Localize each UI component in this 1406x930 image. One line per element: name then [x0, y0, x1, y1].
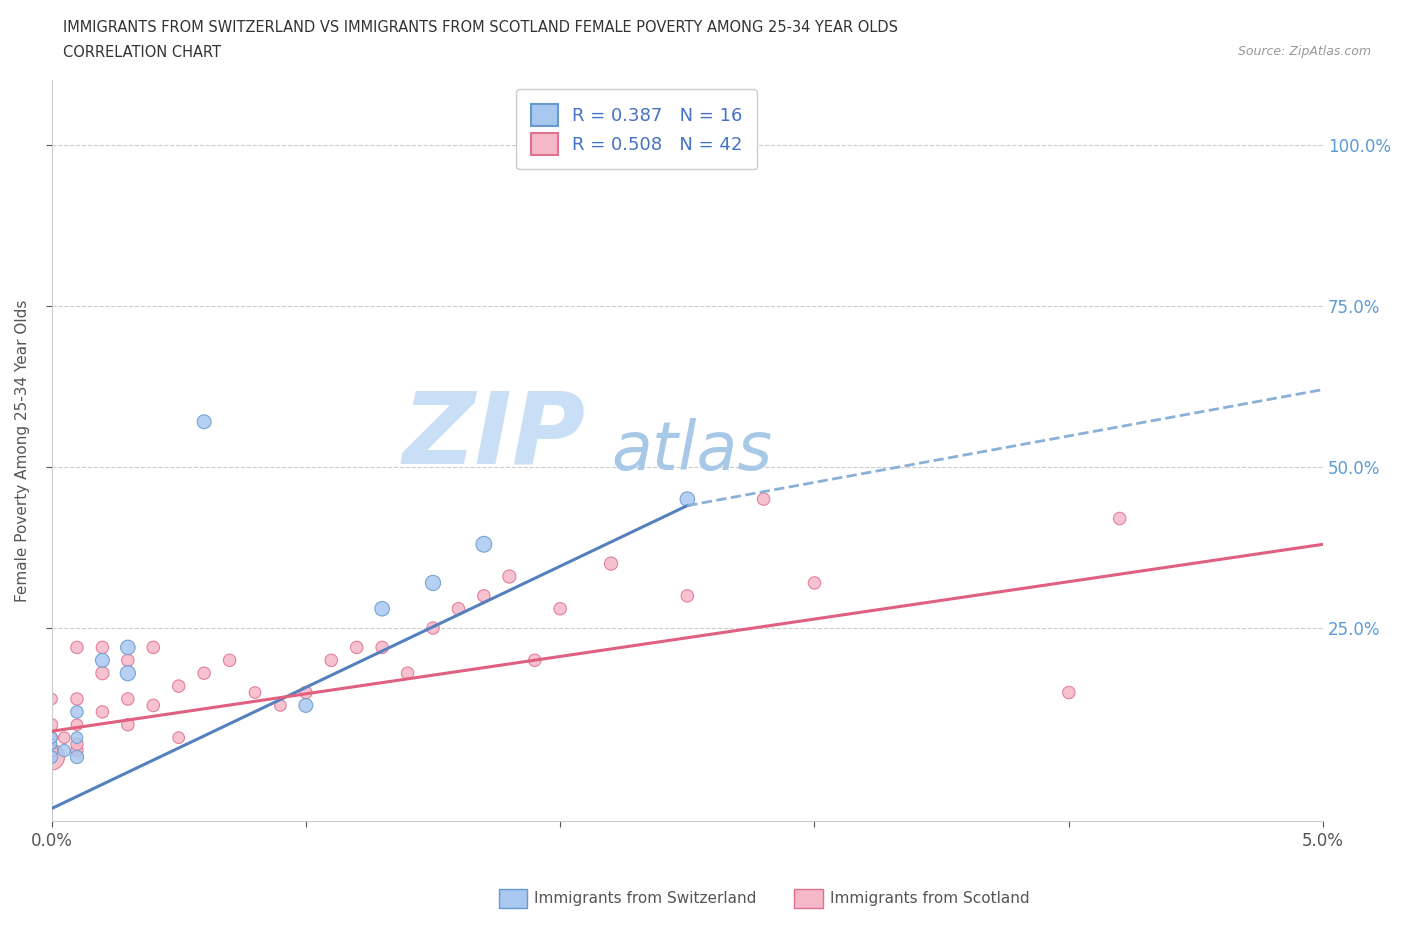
- Point: [41, 692, 63, 707]
- Point: [41, 743, 63, 758]
- Point: [41, 737, 63, 751]
- Point: [91, 666, 114, 681]
- Text: ZIP: ZIP: [402, 388, 586, 485]
- Point: [193, 666, 215, 681]
- Point: [66, 743, 89, 758]
- Point: [142, 640, 165, 655]
- Point: [600, 556, 623, 571]
- Point: [117, 692, 139, 707]
- Point: [346, 640, 368, 655]
- Point: [548, 602, 571, 617]
- Point: [803, 576, 825, 591]
- Point: [117, 640, 139, 655]
- Point: [396, 666, 419, 681]
- Point: [142, 698, 165, 713]
- Point: [243, 685, 266, 700]
- Point: [41, 730, 63, 745]
- Text: Immigrants from Scotland: Immigrants from Scotland: [830, 891, 1029, 906]
- Point: [321, 653, 343, 668]
- Text: IMMIGRANTS FROM SWITZERLAND VS IMMIGRANTS FROM SCOTLAND FEMALE POVERTY AMONG 25-: IMMIGRANTS FROM SWITZERLAND VS IMMIGRANT…: [63, 20, 898, 35]
- Point: [472, 589, 495, 604]
- Point: [498, 569, 520, 584]
- Point: [676, 589, 699, 604]
- Point: [1057, 685, 1080, 700]
- Text: Source: ZipAtlas.com: Source: ZipAtlas.com: [1237, 45, 1371, 58]
- Point: [117, 653, 139, 668]
- Point: [218, 653, 240, 668]
- Point: [41, 750, 63, 764]
- Legend: R = 0.387   N = 16, R = 0.508   N = 42: R = 0.387 N = 16, R = 0.508 N = 42: [516, 89, 756, 169]
- Y-axis label: Female Poverty Among 25-34 Year Olds: Female Poverty Among 25-34 Year Olds: [15, 299, 30, 602]
- Point: [117, 666, 139, 681]
- Point: [167, 679, 190, 694]
- Point: [53, 730, 76, 745]
- Point: [91, 653, 114, 668]
- Point: [447, 602, 470, 617]
- Point: [167, 730, 190, 745]
- Point: [41, 730, 63, 745]
- Point: [91, 640, 114, 655]
- Point: [676, 492, 699, 507]
- Point: [66, 737, 89, 751]
- Text: atlas: atlas: [612, 418, 772, 484]
- Point: [66, 750, 89, 764]
- Point: [41, 717, 63, 732]
- Point: [371, 602, 394, 617]
- Point: [1108, 512, 1130, 526]
- Point: [269, 698, 291, 713]
- Text: Immigrants from Switzerland: Immigrants from Switzerland: [534, 891, 756, 906]
- Point: [117, 717, 139, 732]
- Point: [66, 730, 89, 745]
- Point: [66, 717, 89, 732]
- Point: [53, 743, 76, 758]
- Point: [371, 640, 394, 655]
- Point: [193, 415, 215, 430]
- Point: [91, 704, 114, 719]
- Text: CORRELATION CHART: CORRELATION CHART: [63, 45, 221, 60]
- Point: [752, 492, 775, 507]
- Point: [295, 685, 318, 700]
- Point: [66, 704, 89, 719]
- Point: [422, 576, 444, 591]
- Point: [523, 653, 546, 668]
- Point: [66, 640, 89, 655]
- Point: [41, 750, 63, 764]
- Point: [295, 698, 318, 713]
- Point: [422, 620, 444, 635]
- Point: [472, 537, 495, 551]
- Point: [66, 692, 89, 707]
